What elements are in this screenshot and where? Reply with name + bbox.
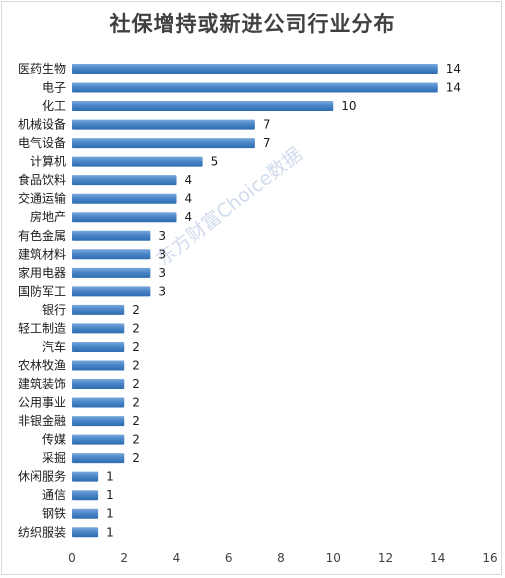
data-label: 3	[158, 229, 166, 243]
data-label: 7	[263, 136, 271, 150]
bar	[72, 323, 125, 334]
bar	[72, 175, 177, 186]
bar	[72, 527, 99, 538]
data-label: 2	[132, 433, 140, 447]
data-label: 1	[106, 488, 114, 502]
category-label: 化工	[42, 99, 66, 113]
bar	[72, 453, 125, 464]
category-label: 采掘	[42, 450, 66, 465]
data-label: 10	[341, 99, 356, 113]
x-tick-label: 6	[225, 551, 233, 565]
data-label: 4	[185, 192, 193, 206]
bar	[72, 379, 125, 390]
data-label: 2	[132, 414, 140, 428]
data-label: 1	[106, 507, 114, 521]
category-label: 轻工制造	[18, 321, 66, 335]
data-label: 2	[132, 377, 140, 391]
data-label: 2	[132, 340, 140, 354]
data-label: 14	[446, 81, 461, 95]
category-label: 房地产	[30, 209, 66, 224]
data-label: 3	[158, 284, 166, 298]
bar	[72, 397, 125, 408]
chart-title: 社保增持或新进公司行业分布	[109, 12, 396, 36]
x-tick-label: 0	[68, 551, 76, 565]
category-label: 汽车	[42, 339, 66, 354]
data-label: 2	[132, 396, 140, 410]
data-label: 4	[185, 210, 193, 224]
category-label: 有色金属	[18, 228, 66, 243]
bar	[72, 341, 125, 352]
category-label: 电子	[42, 81, 66, 95]
category-label: 休闲服务	[18, 469, 66, 484]
category-label: 食品饮料	[18, 172, 66, 187]
category-label: 电气设备	[18, 135, 66, 150]
bar	[72, 434, 125, 445]
bar	[72, 267, 151, 278]
category-label: 家用电器	[18, 265, 66, 280]
x-tick-label: 4	[173, 551, 181, 565]
data-label: 1	[106, 470, 114, 484]
category-label: 交通运输	[18, 191, 66, 206]
bar	[72, 304, 125, 315]
x-tick-label: 12	[378, 551, 393, 565]
data-label: 2	[132, 451, 140, 465]
x-tick-label: 2	[120, 551, 128, 565]
bar	[72, 64, 438, 74]
bar	[72, 416, 125, 427]
bar	[72, 286, 151, 297]
category-label: 钢铁	[42, 507, 66, 521]
category-label: 银行	[42, 303, 66, 317]
bar	[72, 138, 255, 149]
data-label: 1	[106, 525, 114, 539]
bar	[72, 249, 151, 260]
category-label: 计算机	[30, 154, 66, 169]
bar	[72, 471, 99, 482]
data-label: 2	[132, 321, 140, 335]
category-label: 公用事业	[18, 396, 66, 410]
data-label: 7	[263, 118, 271, 132]
data-label: 3	[158, 247, 166, 261]
data-label: 2	[132, 358, 140, 372]
bar	[72, 119, 255, 130]
x-tick-label: 16	[482, 551, 497, 565]
bar	[72, 490, 99, 501]
data-label: 2	[132, 303, 140, 317]
category-label: 传媒	[42, 432, 66, 447]
x-tick-label: 8	[277, 551, 285, 565]
category-label: 国防军工	[18, 283, 66, 298]
x-tick-label: 10	[326, 551, 341, 565]
bar	[72, 101, 334, 112]
category-label: 医药生物	[18, 62, 66, 76]
bar	[72, 230, 151, 241]
bar	[72, 82, 438, 93]
data-label: 4	[185, 173, 193, 187]
category-label: 通信	[42, 488, 66, 502]
category-label: 机械设备	[18, 117, 66, 132]
data-label: 14	[446, 62, 461, 76]
category-label: 纺织服装	[18, 525, 66, 539]
category-label: 农林牧渔	[18, 358, 66, 372]
bar	[72, 193, 177, 204]
bar	[72, 156, 203, 167]
category-label: 建筑材料	[18, 246, 66, 261]
category-label: 非银金融	[18, 413, 66, 428]
category-label: 建筑装饰	[18, 376, 66, 391]
bar	[72, 212, 177, 223]
data-label: 5	[211, 155, 219, 169]
x-tick-label: 14	[430, 551, 445, 565]
data-label: 3	[158, 266, 166, 280]
bar	[72, 360, 125, 371]
bar	[72, 508, 99, 519]
